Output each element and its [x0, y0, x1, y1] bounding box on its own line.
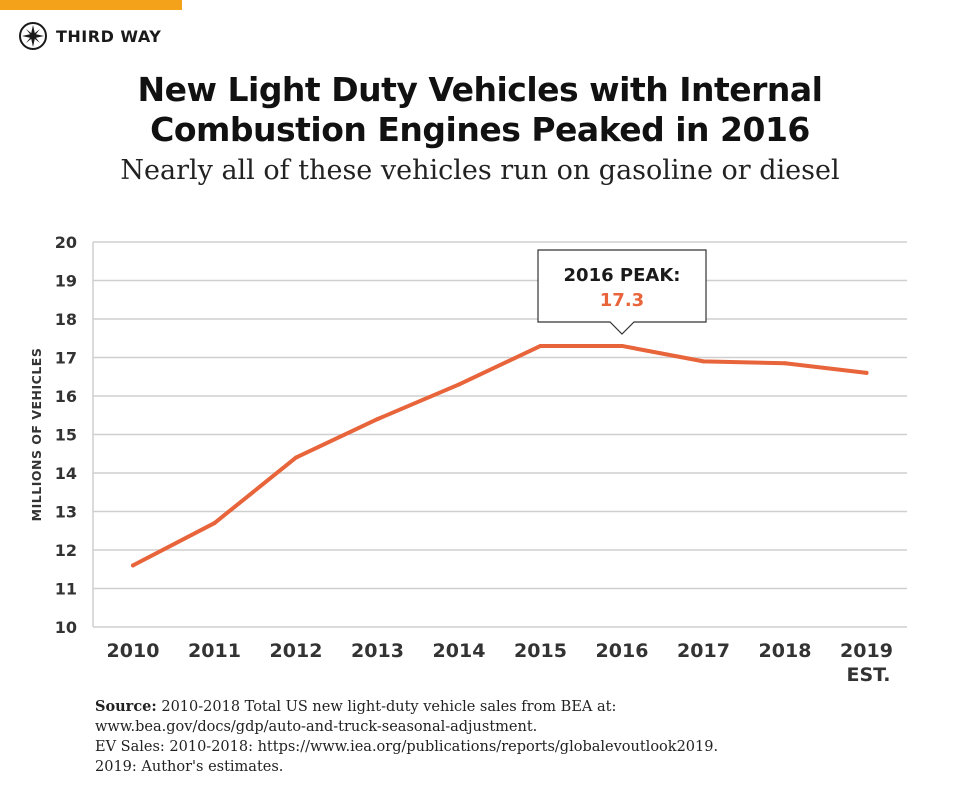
data-point	[783, 361, 787, 366]
source-label: Source:	[95, 698, 157, 715]
source-note: Source: 2010-2018 Total US new light-dut…	[95, 697, 945, 777]
source-line: www.bea.gov/docs/gdp/auto-and-truck-seas…	[95, 719, 538, 735]
y-tick-label: 16	[55, 387, 77, 406]
chart-title: New Light Duty Vehicles with Internal Co…	[0, 70, 960, 150]
data-point	[212, 521, 217, 526]
source-line: 2019: Author's estimates.	[95, 759, 284, 775]
top-accent-bar	[0, 0, 182, 10]
data-point	[701, 359, 706, 364]
chart-title-line: New Light Duty Vehicles with Internal	[137, 70, 824, 109]
y-tick-label: 20	[55, 233, 77, 252]
peak-callout-label: 2016 PEAK:	[564, 265, 681, 286]
compass-star-icon	[19, 22, 47, 50]
source-line: Source: 2010-2018 Total US new light-dut…	[95, 697, 945, 717]
data-point	[375, 417, 380, 422]
peak-callout-value: 17.3	[600, 290, 644, 311]
data-point	[131, 563, 135, 568]
x-tick-label: 2017	[677, 640, 730, 662]
x-tick-label: 2019	[840, 640, 893, 662]
x-tick-label: 2018	[759, 640, 812, 662]
series-line	[131, 343, 869, 568]
x-tick-label: 2010	[107, 640, 160, 662]
x-tick-label: 2012	[270, 640, 323, 662]
data-point	[538, 343, 543, 348]
y-tick-label: 13	[55, 503, 77, 522]
y-tick-label: 19	[55, 272, 77, 291]
x-tick-label: 2016	[596, 640, 649, 662]
data-point	[864, 370, 869, 375]
y-tick-label: 14	[55, 464, 77, 483]
x-tick-label: 2013	[351, 640, 404, 662]
source-line: EV Sales: 2010-2018: https://www.iea.org…	[95, 739, 719, 755]
y-tick-label: 12	[55, 541, 77, 560]
y-axis-title: MILLIONS OF VEHICLES	[29, 348, 44, 522]
y-tick-label: 18	[55, 310, 77, 329]
x-tick-label: 2015	[514, 640, 567, 662]
x-tick-label: 2011	[188, 640, 241, 662]
line-chart: 10 11 12 13 14 15 16 17 18 19 20 MILLIONS OF VEHICL…	[29, 233, 907, 686]
chart-subtitle: Nearly all of these vehicles run on gaso…	[120, 155, 840, 186]
y-tick-label: 17	[55, 349, 77, 368]
x-tick-label: 2014	[433, 640, 486, 662]
brand-name: THIRD WAY	[56, 26, 162, 46]
x-tick-sublabel: EST.	[847, 664, 891, 686]
source-text: 2010-2018 Total US new light-duty vehicl…	[161, 699, 617, 715]
data-point	[294, 455, 298, 460]
y-tick-label: 11	[55, 580, 77, 599]
data-point	[457, 382, 461, 387]
y-tick-label: 15	[55, 426, 77, 445]
brand-logo: THIRD WAY	[18, 20, 161, 52]
data-point	[620, 343, 624, 348]
y-tick-label: 10	[55, 618, 77, 637]
chart-title-line: Combustion Engines Peaked in 2016	[150, 110, 810, 149]
peak-callout	[537, 249, 707, 335]
